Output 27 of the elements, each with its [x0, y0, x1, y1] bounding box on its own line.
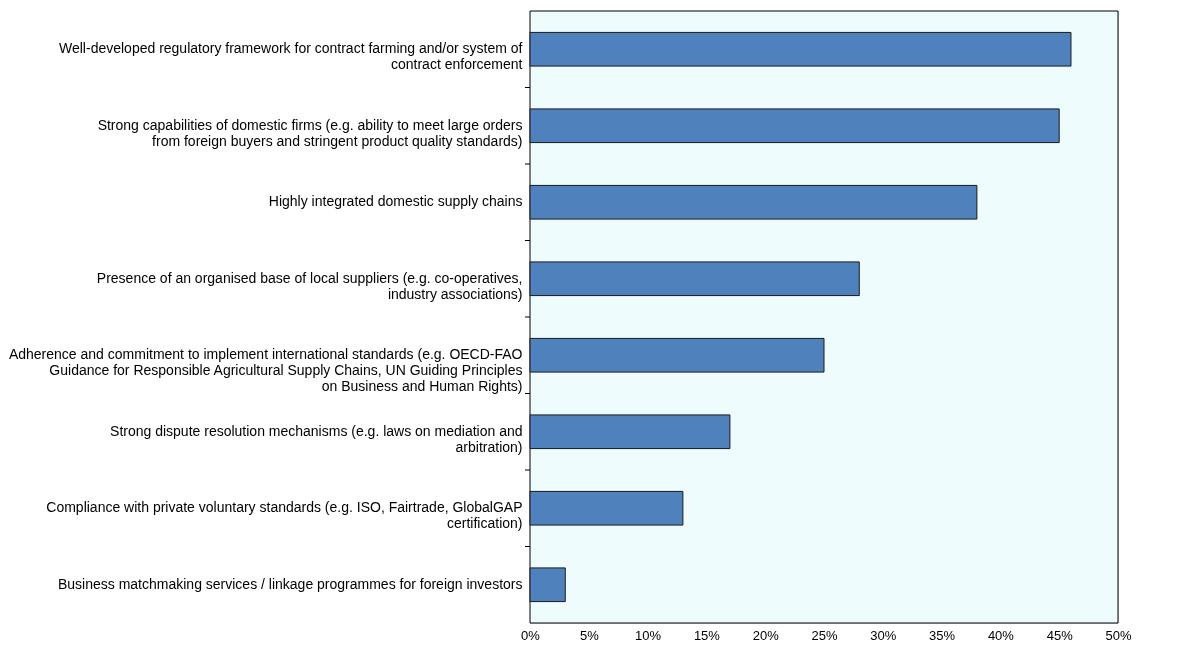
y-tick-label: Well-developed regulatory framework for contract farming and/or system of contract enforcement [59, 40, 523, 73]
bar [529, 567, 566, 603]
x-tick-label: 15% [693, 627, 721, 643]
x-tick-label: 50% [1105, 627, 1132, 643]
y-tick-label: Adherence and commitment to implement international standards (e.g. OECD-FAO Guidance for Responsible Agricultural Supply Chains, UN Guiding Principles on Business and Human Rights) [8, 346, 523, 395]
x-tick-label: 45% [1046, 627, 1074, 643]
y-tick-label: Presence of an organised base of local suppliers (e.g. co-operatives, industry associations) [96, 269, 523, 302]
y-tick-label: Business matchmaking services / linkage programmes for foreign investors [57, 575, 523, 592]
y-tick-label: Strong capabilities of domestic firms (e.g. ability to meet large orders from foreign buyers and stringent product quality standards) [97, 116, 523, 149]
x-tick-label: 10% [635, 627, 662, 643]
x-tick-label: 30% [870, 627, 897, 643]
x-tick-label: 20% [752, 627, 780, 643]
bar [529, 490, 684, 526]
x-tick-label: 35% [929, 627, 956, 643]
x-tick-label: 40% [987, 627, 1015, 643]
bar [529, 414, 731, 450]
x-tick-label: 0% [521, 627, 541, 643]
bar [529, 31, 1072, 67]
bar [529, 184, 978, 220]
x-tick-label: 5% [579, 627, 600, 643]
y-tick-label: Highly integrated domestic supply chains [268, 193, 523, 210]
bar [529, 337, 825, 373]
y-tick-label: Strong dispute resolution mechanisms (e.g. laws on mediation and arbitration) [110, 422, 523, 455]
bar [529, 261, 860, 297]
x-tick-label: 25% [811, 627, 838, 643]
bar [529, 108, 1060, 144]
y-tick-label: Compliance with private voluntary standards (e.g. ISO, Fairtrade, GlobalGAP certification) [46, 499, 523, 532]
